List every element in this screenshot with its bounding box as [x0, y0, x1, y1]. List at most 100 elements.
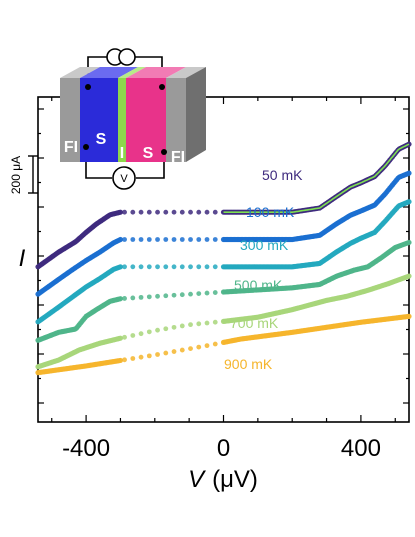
data-point: [406, 273, 412, 279]
data-point: [163, 350, 169, 356]
data-point: [117, 296, 124, 302]
data-point: [130, 237, 136, 242]
data-point: [122, 237, 127, 242]
data-point: [163, 326, 169, 332]
scale-bar: 200 μA: [9, 155, 38, 194]
data-point: [196, 321, 202, 327]
fi-left-top: [60, 67, 100, 78]
data-point: [163, 237, 169, 242]
data-point: [138, 209, 144, 215]
s-left-top: [80, 67, 138, 78]
data-point: [204, 209, 210, 215]
x-tick-labels: -400 0 400: [62, 435, 381, 462]
data-point: [117, 335, 124, 341]
data-point: [155, 327, 160, 333]
layer-label-fi-right: FI: [171, 149, 185, 166]
series-500-mk: [35, 239, 412, 343]
curve-label: 500 mK: [234, 277, 283, 293]
data-point: [171, 237, 177, 242]
data-point: [146, 353, 152, 359]
data-point: [196, 237, 202, 242]
y-axis-label: I: [19, 245, 26, 272]
data-point: [196, 344, 202, 350]
scale-bar-label: 200 μA: [9, 156, 23, 194]
data-point: [212, 319, 218, 325]
data-point: [163, 293, 169, 299]
data-point: [146, 329, 152, 335]
data-point: [130, 356, 136, 361]
data-point: [204, 290, 210, 296]
data-point: [146, 264, 152, 270]
data-point: [117, 236, 124, 243]
data-point: [204, 343, 210, 349]
x-axis-unit: (μV): [212, 466, 258, 493]
data-point: [138, 237, 144, 242]
data-point: [138, 331, 144, 337]
data-point: [117, 357, 124, 364]
data-point: [204, 264, 210, 270]
data-point: [122, 296, 127, 301]
data-point: [196, 291, 202, 297]
layer-label-s-right: S: [143, 145, 154, 162]
data-point: [406, 313, 412, 319]
curve-label: 700 mK: [230, 315, 279, 331]
data-point: [188, 237, 193, 242]
data-point: [117, 264, 124, 270]
data-point: [122, 334, 127, 340]
contact-dot: [161, 149, 167, 155]
data-point: [196, 264, 202, 270]
data-point: [212, 209, 218, 215]
voltmeter-symbol: V: [120, 173, 128, 185]
junction-schematic: V FI S I S FI: [60, 48, 206, 190]
x-tick-label: 400: [341, 435, 381, 462]
data-point: [130, 295, 136, 301]
contact-dot: [85, 84, 91, 90]
curve-label: 900 mK: [224, 356, 273, 372]
layer-label-s-left: S: [96, 131, 107, 148]
series-300-mk: [35, 199, 412, 325]
data-series-group: [35, 141, 412, 376]
layer-label-i: I: [120, 145, 124, 162]
data-point: [179, 209, 185, 215]
curve-labels: 50 mK 100 mK 300 mK 500 mK 700 mK 900 mK: [224, 167, 303, 372]
data-point: [171, 324, 177, 330]
layer-label-fi-left: FI: [64, 139, 78, 156]
contact-dot: [159, 84, 165, 90]
data-point: [122, 264, 127, 270]
i-top: [118, 67, 146, 78]
current-source-icon: [106, 48, 136, 66]
voltmeter-icon: [112, 166, 136, 190]
data-point: [155, 293, 160, 299]
data-point: [155, 237, 160, 242]
data-point: [188, 209, 193, 215]
curve-label: 50 mK: [262, 167, 303, 183]
fi-left-front: [60, 78, 80, 162]
data-point: [406, 199, 412, 205]
data-point: [179, 237, 185, 242]
data-point: [406, 170, 412, 176]
data-point: [188, 322, 193, 328]
data-point: [122, 209, 127, 215]
data-point: [163, 209, 169, 215]
data-point: [171, 209, 177, 215]
data-point: [122, 357, 127, 363]
data-point: [155, 264, 160, 270]
s-right-front: [126, 78, 166, 162]
data-point: [146, 237, 152, 242]
data-point: [196, 209, 202, 215]
data-point: [179, 292, 185, 298]
data-point: [212, 264, 218, 270]
x-axis-label: V (μV): [188, 466, 258, 493]
data-point: [130, 333, 136, 338]
i-front: [118, 78, 126, 162]
data-point: [146, 209, 152, 215]
series-900-mk: [35, 313, 412, 376]
data-point: [130, 209, 136, 215]
data-point: [155, 209, 160, 215]
series-100-mk: [35, 170, 412, 297]
data-point: [406, 239, 412, 246]
data-point: [204, 237, 210, 242]
data-point: [179, 323, 185, 329]
data-point: [117, 209, 124, 215]
fi-right-top: [166, 67, 206, 78]
